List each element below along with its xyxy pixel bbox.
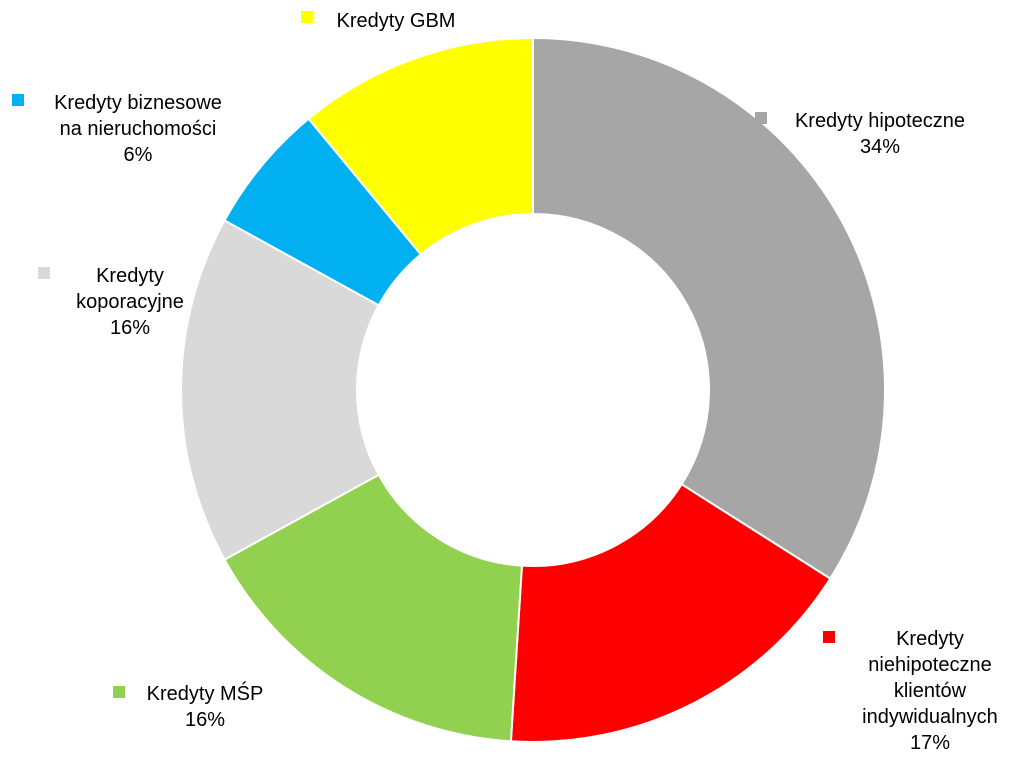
data-label-line: 34% [860, 136, 900, 158]
legend-marker-gbm [301, 11, 313, 23]
data-label-biznesowe: Kredyty biznesowe na nieruchomości 6% [54, 92, 222, 166]
labels-layer: Kredyty hipoteczne 34% Kredyty niehipoteczn… [12, 10, 998, 754]
slice-hipoteczne [532, 36, 886, 580]
legend-marker-hipoteczne [755, 112, 767, 124]
data-label-line: Kredyty MŚP [147, 681, 264, 705]
data-label-niehipoteczne: Kredyty niehipoteczne klientów indywidualny… [862, 628, 998, 754]
legend-marker-biznesowe [12, 94, 24, 106]
legend-marker-niehipoteczne [823, 631, 835, 643]
slice-gbm [307, 36, 534, 256]
slices-layer [180, 36, 886, 743]
data-label-line: Kredyty GBM [337, 10, 456, 32]
data-label-msp: Kredyty MŚP 16% [147, 681, 264, 731]
data-label-gbm: Kredyty GBM [337, 10, 456, 32]
data-label-line: 16% [185, 709, 225, 731]
slice-niehipoteczne [509, 482, 832, 743]
data-label-line: Kredyty hipoteczne [795, 110, 965, 132]
slice-korporacyjne [180, 219, 381, 561]
data-label-line: koporacyjne [76, 291, 184, 313]
data-label-line: klientów [894, 680, 967, 702]
data-label-line: 17% [910, 732, 950, 754]
data-label-hipoteczne: Kredyty hipoteczne 34% [795, 110, 965, 158]
legend-marker-msp [113, 686, 125, 698]
data-label-line: Kredyty [96, 265, 164, 287]
data-label-line: 6% [124, 144, 153, 166]
data-label-korporacyjne: Kredyty koporacyjne 16% [76, 265, 184, 339]
slice-msp [223, 473, 524, 743]
data-label-line: Kredyty [896, 628, 964, 650]
data-label-line: na nieruchomości [60, 118, 217, 140]
data-label-line: indywidualnych [862, 706, 998, 728]
data-label-line: Kredyty biznesowe [54, 92, 222, 114]
data-label-line: 16% [110, 317, 150, 339]
data-label-line: niehipoteczne [868, 654, 991, 676]
legend-marker-korporacyjne [38, 267, 50, 279]
